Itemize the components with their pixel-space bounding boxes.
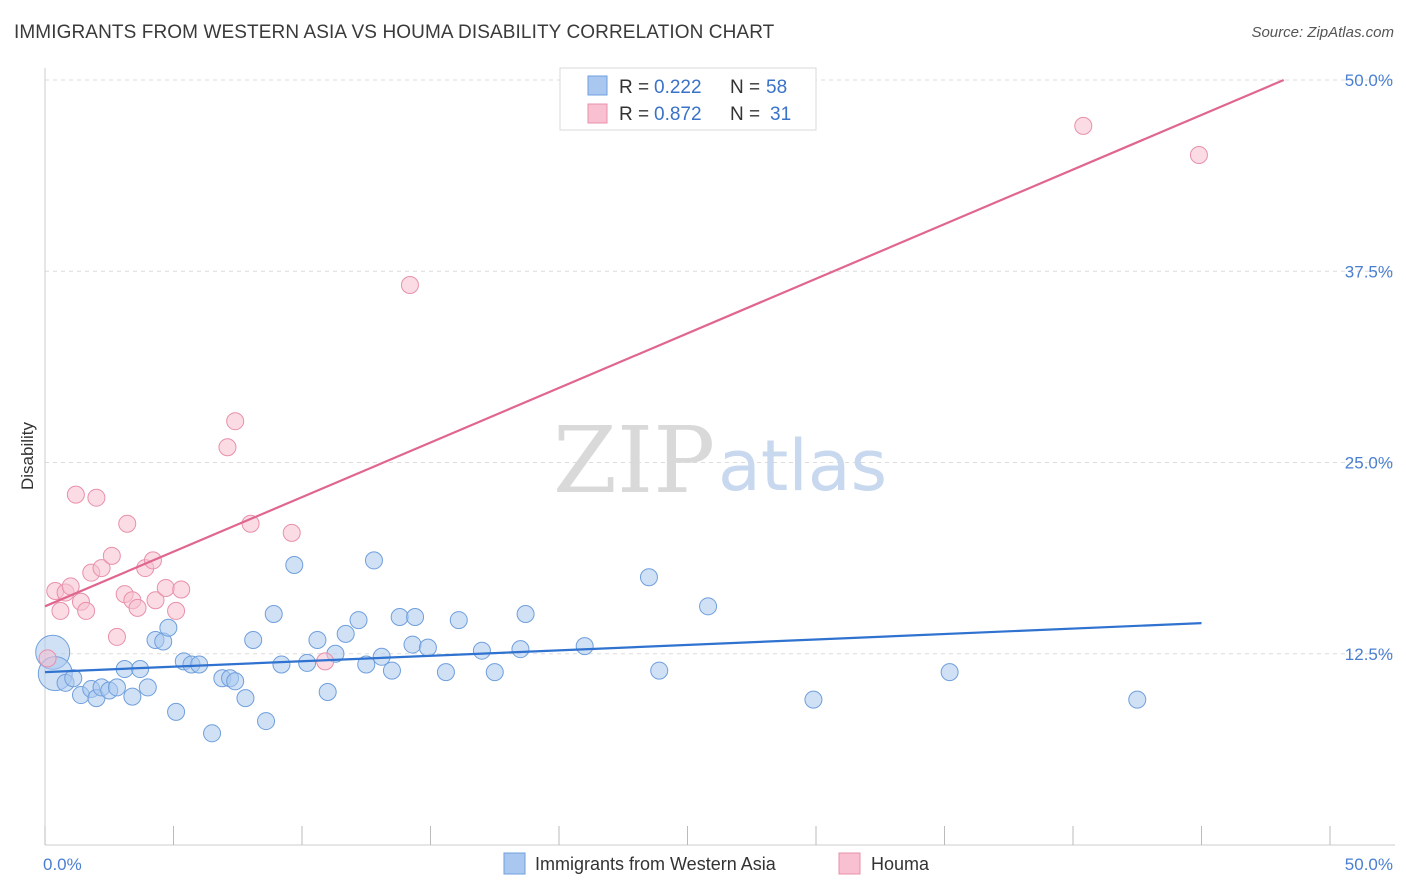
data-point-houma bbox=[77, 601, 96, 620]
data-point-immigrants bbox=[285, 556, 304, 575]
y-tick-label: 50.0% bbox=[1345, 71, 1393, 90]
data-point-immigrants bbox=[167, 702, 186, 721]
data-point-immigrants bbox=[159, 618, 178, 637]
data-point-immigrants bbox=[138, 678, 157, 697]
trend-lines bbox=[44, 78, 1285, 674]
data-point-houma bbox=[226, 412, 245, 431]
y-tick-labels: 12.5% 25.0% 37.5% 50.0% bbox=[1345, 71, 1393, 664]
data-point-immigrants bbox=[357, 655, 376, 674]
data-point-houma bbox=[102, 546, 121, 565]
data-point-houma bbox=[128, 598, 147, 617]
data-point-immigrants bbox=[436, 663, 455, 682]
y-tick-label: 25.0% bbox=[1345, 454, 1393, 473]
legend-r-value-2: 0.872 bbox=[654, 104, 702, 125]
watermark-zip: ZIP bbox=[553, 407, 715, 514]
data-point-houma bbox=[167, 601, 186, 620]
bottom-legend: Immigrants from Western Asia Houma bbox=[503, 852, 930, 875]
series-houma-points bbox=[38, 116, 1208, 671]
data-point-immigrants bbox=[403, 635, 422, 654]
data-point-immigrants bbox=[449, 611, 468, 630]
data-point-immigrants bbox=[472, 641, 491, 660]
legend-r-value-1: 0.222 bbox=[654, 77, 702, 98]
gridlines bbox=[45, 79, 1395, 655]
x-tick-label-max: 50.0% bbox=[1345, 855, 1393, 874]
data-point-immigrants bbox=[123, 687, 142, 706]
legend-swatch-immigrants bbox=[587, 75, 608, 96]
data-point-immigrants bbox=[1128, 690, 1147, 709]
data-point-houma bbox=[38, 649, 57, 668]
data-point-immigrants bbox=[575, 637, 594, 656]
bottom-legend-swatch-immigrants bbox=[503, 852, 526, 875]
data-point-immigrants bbox=[804, 690, 823, 709]
bottom-legend-label-houma: Houma bbox=[871, 854, 930, 874]
data-point-houma bbox=[146, 591, 165, 610]
watermark: ZIP atlas bbox=[553, 407, 887, 514]
data-point-immigrants bbox=[418, 638, 437, 657]
legend: R = 0.222 N = 58 R = 0.872 N = 31 bbox=[559, 67, 817, 131]
data-point-immigrants bbox=[244, 630, 263, 649]
data-point-houma bbox=[282, 523, 301, 542]
legend-r-label-2: R = bbox=[619, 104, 649, 125]
y-axis-label: Disability bbox=[18, 421, 37, 490]
data-point-immigrants bbox=[226, 672, 245, 691]
data-point-immigrants bbox=[364, 551, 383, 570]
legend-n-label-2: N = bbox=[730, 104, 760, 125]
data-point-houma bbox=[118, 514, 137, 533]
data-point-houma bbox=[400, 276, 419, 295]
data-point-immigrants bbox=[308, 630, 327, 649]
data-point-immigrants bbox=[107, 678, 126, 697]
data-point-houma bbox=[87, 488, 106, 507]
data-point-houma bbox=[107, 627, 126, 646]
x-tick-labels: 0.0% 50.0% bbox=[43, 855, 1393, 874]
data-point-immigrants bbox=[485, 663, 504, 682]
data-point-immigrants bbox=[650, 661, 669, 680]
legend-n-value-1: 58 bbox=[766, 77, 787, 98]
data-point-houma bbox=[156, 578, 175, 597]
data-point-houma bbox=[1074, 116, 1093, 135]
data-point-immigrants bbox=[236, 689, 255, 708]
data-point-houma bbox=[92, 559, 111, 578]
data-point-houma bbox=[66, 485, 85, 504]
data-point-immigrants bbox=[64, 669, 83, 688]
data-point-immigrants bbox=[272, 655, 291, 674]
data-point-immigrants bbox=[639, 568, 658, 587]
data-point-immigrants bbox=[406, 608, 425, 627]
data-point-houma bbox=[241, 514, 260, 533]
bottom-legend-swatch-houma bbox=[838, 852, 861, 875]
data-point-houma bbox=[218, 438, 237, 457]
data-point-immigrants bbox=[382, 661, 401, 680]
data-point-houma bbox=[51, 601, 70, 620]
data-point-immigrants bbox=[264, 604, 283, 623]
y-tick-label: 37.5% bbox=[1345, 262, 1393, 281]
trend-line-houma bbox=[44, 78, 1285, 608]
data-point-houma bbox=[172, 580, 191, 599]
data-point-immigrants bbox=[349, 611, 368, 630]
data-point-immigrants bbox=[940, 663, 959, 682]
source-label: Source: ZipAtlas.com bbox=[1251, 24, 1394, 41]
legend-swatch-houma bbox=[587, 103, 608, 124]
data-point-immigrants bbox=[203, 724, 222, 743]
data-point-immigrants bbox=[298, 653, 317, 672]
legend-r-label-1: R = bbox=[619, 77, 649, 98]
series-immigrants-points bbox=[35, 551, 1147, 743]
data-point-immigrants bbox=[336, 624, 355, 643]
data-point-houma bbox=[1189, 145, 1208, 164]
y-tick-label: 12.5% bbox=[1345, 645, 1393, 664]
data-point-immigrants bbox=[257, 712, 276, 731]
data-point-immigrants bbox=[516, 604, 535, 623]
x-tick-label-min: 0.0% bbox=[43, 855, 82, 874]
data-point-immigrants bbox=[318, 683, 337, 701]
data-point-immigrants bbox=[511, 640, 530, 659]
watermark-atlas: atlas bbox=[718, 425, 887, 507]
axes bbox=[44, 68, 1395, 846]
chart-title: IMMIGRANTS FROM WESTERN ASIA VS HOUMA DI… bbox=[14, 22, 775, 43]
legend-n-value-2: 31 bbox=[770, 104, 791, 125]
bottom-legend-label-immigrants: Immigrants from Western Asia bbox=[535, 854, 777, 874]
legend-n-label-1: N = bbox=[730, 77, 760, 98]
data-point-immigrants bbox=[390, 608, 409, 627]
trend-line-immigrants bbox=[44, 622, 1202, 674]
data-point-immigrants bbox=[699, 597, 718, 616]
